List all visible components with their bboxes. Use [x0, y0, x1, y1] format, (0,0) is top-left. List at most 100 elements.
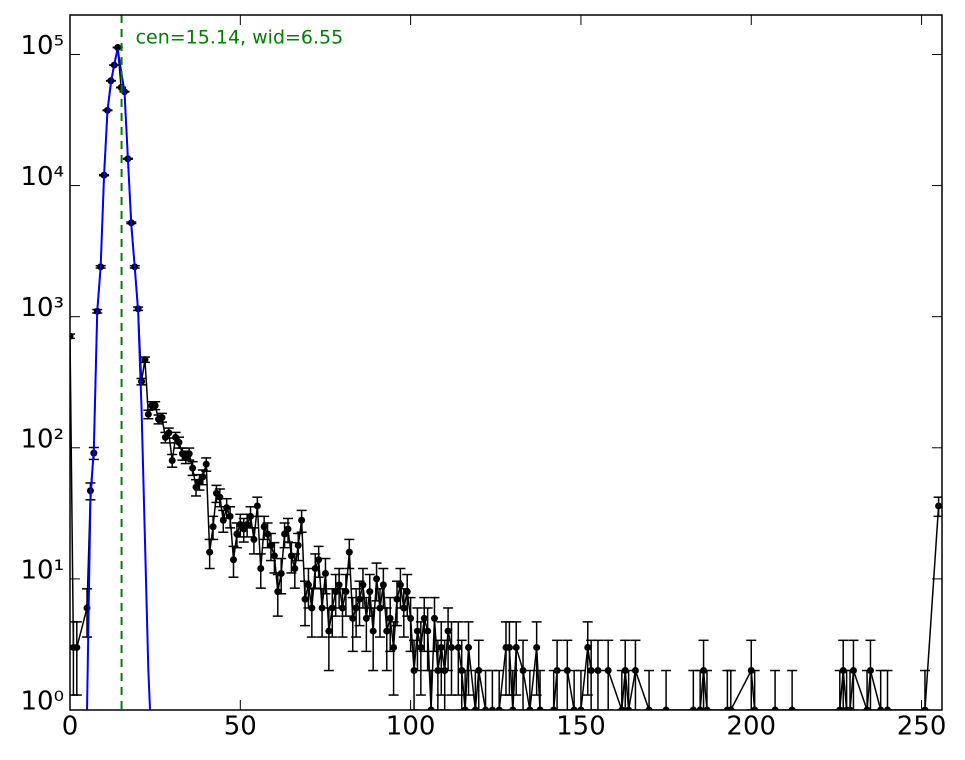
- data-point: [594, 667, 602, 675]
- data-point: [448, 643, 455, 651]
- error-bar: [422, 607, 433, 672]
- data-point: [277, 569, 285, 577]
- data-point: [339, 604, 346, 612]
- y-tick-label: 10³: [20, 293, 64, 323]
- data-point: [618, 706, 626, 710]
- error-bar: [320, 557, 331, 595]
- data-point: [696, 706, 704, 710]
- error-bar: [293, 532, 304, 562]
- data-point: [437, 643, 445, 651]
- data-point: [553, 667, 561, 675]
- error-bar: [378, 567, 389, 609]
- error-bar: [865, 639, 876, 710]
- data-point: [223, 504, 231, 512]
- error-bar: [255, 553, 266, 589]
- data-point: [584, 643, 592, 651]
- data-point: [257, 565, 265, 573]
- error-bar: [552, 639, 563, 710]
- error-bar: [770, 669, 781, 710]
- data-point: [247, 512, 255, 520]
- data-point: [390, 643, 398, 651]
- error-bar: [371, 562, 382, 602]
- data-point: [352, 604, 360, 612]
- error-bar: [749, 669, 760, 710]
- data-point: [335, 581, 343, 589]
- data-point: [866, 667, 874, 675]
- data-point: [189, 464, 197, 472]
- error-bar: [494, 669, 505, 710]
- data-point: [512, 643, 520, 651]
- x-tick-label: 0: [62, 712, 79, 742]
- data-point: [884, 706, 891, 710]
- data-point: [175, 438, 183, 446]
- data-point: [417, 643, 425, 651]
- error-bar: [453, 621, 464, 696]
- error-bar: [603, 639, 614, 710]
- data-point: [788, 706, 796, 710]
- data-point: [345, 548, 353, 556]
- data-point: [386, 614, 394, 622]
- data-point: [315, 556, 323, 564]
- data-point: [308, 604, 316, 612]
- x-tick-label: 100: [386, 712, 436, 742]
- x-tick-label: 250: [897, 712, 947, 742]
- data-point: [226, 512, 234, 520]
- fit-line: [86, 48, 152, 710]
- data-point: [604, 667, 612, 675]
- error-bar: [269, 541, 280, 574]
- data-point: [206, 548, 214, 556]
- data-point: [836, 706, 844, 710]
- error-bar: [562, 639, 573, 710]
- data-point: [550, 706, 558, 710]
- error-bar: [344, 538, 355, 570]
- error-bar: [535, 669, 546, 710]
- error-bar: [388, 621, 399, 696]
- error-bar: [463, 621, 474, 696]
- data-point: [328, 604, 336, 612]
- data-point: [73, 643, 81, 651]
- error-bar: [725, 669, 736, 710]
- x-tick-label: 50: [224, 712, 257, 742]
- data-point: [662, 706, 670, 710]
- data-point: [195, 478, 203, 486]
- error-bar: [848, 639, 859, 710]
- y-tick-label: 10⁰: [20, 687, 64, 717]
- data-point: [570, 706, 578, 710]
- error-bar: [919, 669, 930, 710]
- data-point: [533, 643, 541, 651]
- error-bar: [368, 607, 379, 672]
- error-bar: [231, 522, 242, 549]
- error-bar: [167, 453, 178, 468]
- data-point: [420, 614, 428, 622]
- data-point: [519, 667, 527, 675]
- data-point: [199, 473, 207, 481]
- error-bar: [313, 545, 324, 578]
- error-bar: [592, 639, 603, 710]
- y-tick-label: 10⁴: [20, 162, 64, 192]
- data-point: [427, 706, 435, 710]
- data-point: [383, 627, 391, 635]
- error-bar: [71, 621, 82, 696]
- data-point: [495, 706, 503, 710]
- data-point: [921, 706, 929, 710]
- y-tick-label: 10¹: [20, 555, 64, 585]
- data-point: [301, 595, 309, 603]
- data-point: [430, 614, 438, 622]
- error-bar: [385, 596, 396, 653]
- data-point: [298, 516, 306, 524]
- error-bar: [139, 356, 150, 364]
- data-point: [631, 667, 639, 675]
- data-point: [475, 667, 483, 675]
- data-point: [379, 581, 387, 589]
- data-point: [846, 706, 854, 710]
- data-point: [114, 44, 122, 52]
- data-point: [625, 706, 633, 710]
- data-point: [325, 627, 333, 635]
- error-bar: [248, 527, 259, 555]
- error-bar: [214, 488, 225, 508]
- data-point: [209, 523, 217, 531]
- data-point: [253, 502, 261, 510]
- data-point: [403, 588, 411, 596]
- plot-frame: [69, 14, 943, 711]
